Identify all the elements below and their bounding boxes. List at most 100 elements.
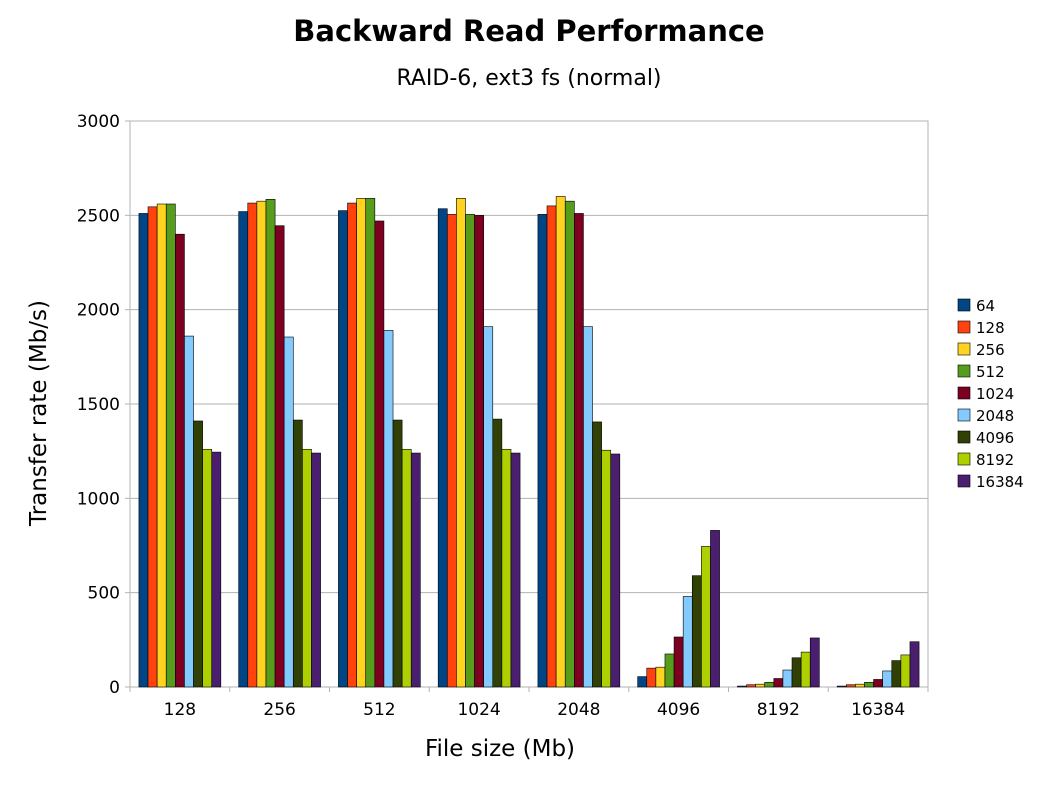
bar-16384-128 <box>211 451 222 688</box>
legend-label: 8192 <box>976 451 1014 469</box>
bar-128-128 <box>147 206 158 688</box>
y-axis-label: Transfer rate (Mb/s) <box>26 300 52 527</box>
bar-8192-8192 <box>800 651 811 688</box>
bar-1024-128 <box>175 233 185 688</box>
bar-8192-512 <box>401 448 412 688</box>
bar-2048-128 <box>184 335 194 688</box>
bar-2048-2048 <box>583 326 593 688</box>
y-tick-label: 2000 <box>77 301 120 321</box>
y-tick-label: 1500 <box>77 395 120 415</box>
bar-256-256 <box>256 200 267 688</box>
legend-swatch <box>957 408 971 422</box>
legend-item: 8192 <box>957 451 1014 469</box>
bar-128-2048 <box>546 205 557 688</box>
bar-8192-2048 <box>601 449 612 688</box>
bar-2048-512 <box>383 330 394 688</box>
bar-1024-8192 <box>773 678 784 688</box>
x-tick-labels: 128 256 512 1024 2048 4096 8192 16384 <box>164 700 906 720</box>
bar-256-4096 <box>655 666 666 688</box>
bar-8192-1024 <box>501 448 512 688</box>
bar-64-256 <box>238 211 249 688</box>
bar-128-8192 <box>746 684 756 688</box>
x-tick-label: 8192 <box>757 700 800 720</box>
legend: 64 128 256 512 1024 2048 4096 8192 16384 <box>957 297 1024 491</box>
x-tick-label: 2048 <box>557 700 600 720</box>
bar-2048-4096 <box>682 596 693 688</box>
bar-16384-8192 <box>809 637 820 688</box>
legend-label: 512 <box>976 363 1005 381</box>
bar-256-512 <box>356 198 367 688</box>
bar-16384-16384 <box>909 641 920 688</box>
x-axis-label: File size (Mb) <box>425 736 575 762</box>
legend-item: 16384 <box>957 473 1024 491</box>
bar-64-2048 <box>537 214 548 688</box>
y-tick-label: 0 <box>109 678 120 698</box>
x-tick-label: 4096 <box>657 700 700 720</box>
legend-item: 4096 <box>957 429 1014 447</box>
bar-16384-2048 <box>610 453 621 688</box>
legend-swatch <box>957 386 971 400</box>
legend-swatch <box>957 298 971 312</box>
bar-256-2048 <box>555 196 566 688</box>
axes <box>125 120 929 692</box>
bar-4096-4096 <box>691 575 702 688</box>
bar-1024-512 <box>374 220 385 688</box>
legend-item: 256 <box>957 341 1005 359</box>
legend-item: 1024 <box>957 385 1014 403</box>
y-tick-labels: 0 500 1000 1500 2000 2500 3000 <box>77 112 120 698</box>
bar-4096-8192 <box>791 657 802 688</box>
legend-swatch <box>957 364 971 378</box>
bar-256-8192 <box>755 683 766 688</box>
legend-label: 128 <box>976 319 1005 337</box>
bar-1024-2048 <box>574 213 584 688</box>
bar-1024-1024 <box>474 215 484 688</box>
legend-label: 2048 <box>976 407 1014 425</box>
x-tick-label: 128 <box>164 700 196 720</box>
bar-512-16384 <box>864 681 874 688</box>
bar-8192-4096 <box>701 546 711 688</box>
bar-512-1024 <box>465 214 475 688</box>
legend-item: 512 <box>957 363 1005 381</box>
bar-128-4096 <box>646 667 657 688</box>
legend-swatch <box>957 452 971 466</box>
x-tick-label: 512 <box>363 700 395 720</box>
bars <box>138 196 920 688</box>
bar-2048-16384 <box>882 670 893 688</box>
bar-1024-256 <box>274 225 285 688</box>
y-tick-label: 2500 <box>77 206 120 226</box>
bar-128-512 <box>347 202 357 688</box>
bar-512-512 <box>365 198 376 688</box>
legend-label: 16384 <box>976 473 1024 491</box>
bar-4096-2048 <box>592 421 602 688</box>
bar-256-16384 <box>855 683 865 688</box>
bar-4096-1024 <box>492 418 503 688</box>
legend-swatch <box>957 320 971 334</box>
legend-swatch <box>957 474 971 488</box>
bar-128-1024 <box>446 214 457 688</box>
bar-2048-1024 <box>483 326 494 688</box>
bar-256-128 <box>156 203 167 688</box>
bar-128-256 <box>247 202 258 688</box>
bar-2048-256 <box>283 336 294 688</box>
bar-1024-16384 <box>873 679 883 688</box>
bar-8192-16384 <box>900 654 911 688</box>
bar-128-16384 <box>845 684 856 688</box>
bar-64-128 <box>138 213 149 688</box>
bar-256-1024 <box>456 198 466 688</box>
bar-512-256 <box>265 199 276 688</box>
bar-64-512 <box>338 210 348 688</box>
legend-swatch <box>957 342 971 356</box>
bar-64-1024 <box>437 208 448 688</box>
x-tick-label: 256 <box>263 700 295 720</box>
bar-64-4096 <box>637 676 648 688</box>
bar-4096-128 <box>193 420 203 688</box>
legend-label: 64 <box>976 297 995 315</box>
x-tick-label: 1024 <box>457 700 500 720</box>
x-tick-label: 16384 <box>851 700 905 720</box>
bar-64-16384 <box>836 685 847 688</box>
legend-item: 128 <box>957 319 1005 337</box>
legend-item: 64 <box>957 297 995 315</box>
y-tick-label: 1000 <box>77 489 120 509</box>
